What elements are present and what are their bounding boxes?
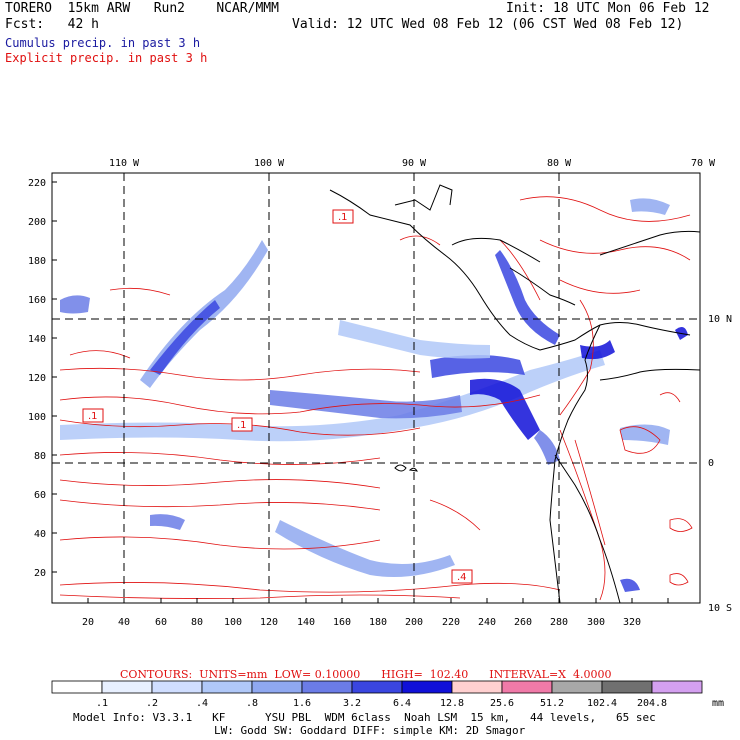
top-lon-labels: 110 W 100 W 90 W 80 W 70 W	[109, 158, 716, 169]
colorbar-swatch	[401, 680, 453, 694]
colorbar-swatch	[351, 680, 403, 694]
x-tick: 180	[369, 617, 387, 628]
contour-label: .1	[338, 212, 348, 223]
cumulus-precip-field	[60, 198, 688, 592]
lon-label: 110 W	[109, 158, 140, 169]
colorbar-swatch	[51, 680, 103, 694]
colorbar-label: 102.4	[587, 698, 617, 709]
bottom-x-axis: 20 40 60 80 100 120 140 160 180 200 220 …	[82, 598, 669, 628]
colorbar-label: 204.8	[637, 698, 667, 709]
colorbar-label: 6.4	[393, 698, 411, 709]
colorbar-label: 12.8	[440, 698, 464, 709]
colorbar-swatch	[251, 680, 303, 694]
colorbar-labels: .1 .2 .4 .8 1.6 3.2 6.4 12.8 25.6 51.2 1…	[96, 698, 724, 709]
valid-time: Valid: 12 UTC Wed 08 Feb 12 (06 CST Wed …	[292, 17, 684, 32]
lon-label: 100 W	[254, 158, 285, 169]
y-tick: 20	[34, 568, 46, 579]
y-tick: 120	[28, 373, 46, 384]
y-tick: 200	[28, 217, 46, 228]
colorbar-label: .4	[196, 698, 208, 709]
contour-label: .1	[237, 420, 247, 431]
y-tick: 140	[28, 334, 46, 345]
coastlines	[329, 184, 700, 603]
y-tick: 160	[28, 295, 46, 306]
colorbar-swatch	[101, 680, 153, 694]
x-tick: 120	[260, 617, 278, 628]
colorbar-swatch	[451, 680, 503, 694]
colorbar-swatch	[551, 680, 603, 694]
colorbar-label: .2	[146, 698, 158, 709]
x-tick: 220	[442, 617, 460, 628]
x-tick: 40	[118, 617, 130, 628]
left-y-axis: 220 200 180 160 140 120 100 80 60 40 20	[28, 178, 57, 579]
colorbar-swatch	[651, 680, 703, 694]
contour-label-boxes	[82, 209, 473, 584]
model-title: TORERO 15km ARW Run2 NCAR/MMM	[5, 1, 279, 16]
contours-low: LOW= 0.10000	[274, 668, 361, 681]
x-tick: 320	[623, 617, 641, 628]
explicit-legend: Explicit precip. in past 3 h	[5, 51, 208, 65]
colorbar-label: .1	[96, 698, 108, 709]
x-tick: 200	[405, 617, 423, 628]
colorbar-unit: mm	[712, 698, 724, 709]
explicit-precip-contours	[59, 196, 693, 601]
colorbar-label: 1.6	[293, 698, 311, 709]
lon-label: 80 W	[547, 158, 572, 169]
lon-label: 70 W	[691, 158, 716, 169]
lat-label: 0	[708, 458, 714, 469]
colorbar	[51, 680, 703, 694]
colorbar-swatch	[301, 680, 353, 694]
cumulus-legend: Cumulus precip. in past 3 h	[5, 36, 201, 50]
x-tick: 60	[155, 617, 167, 628]
x-tick: 280	[550, 617, 568, 628]
x-tick: 100	[224, 617, 242, 628]
contours-prefix: CONTOURS:	[120, 668, 193, 681]
x-tick: 160	[333, 617, 351, 628]
x-tick: 300	[587, 617, 605, 628]
colorbar-swatch	[601, 680, 653, 694]
lon-label: 90 W	[402, 158, 427, 169]
colorbar-label: 3.2	[343, 698, 361, 709]
right-lat-labels: 10 N 0 10 S	[708, 314, 732, 614]
contours-units: UNITS=mm	[199, 668, 268, 681]
y-tick: 80	[34, 451, 46, 462]
colorbar-swatch	[151, 680, 203, 694]
x-tick: 80	[191, 617, 203, 628]
y-tick: 40	[34, 529, 46, 540]
contours-high: HIGH= 102.40	[381, 668, 469, 681]
model-info-line2: LW: Godd SW: Goddard DIFF: simple KM: 2D…	[214, 724, 526, 737]
colorbar-label: 51.2	[540, 698, 564, 709]
lat-lon-grid	[52, 173, 700, 603]
contours-interval: INTERVAL=X 4.0000	[489, 668, 612, 681]
x-tick: 260	[514, 617, 532, 628]
colorbar-swatch	[201, 680, 253, 694]
map-content	[59, 184, 700, 603]
lat-label: 10 S	[708, 603, 732, 614]
lat-label: 10 N	[708, 314, 732, 325]
x-tick: 20	[82, 617, 94, 628]
colorbar-label: 25.6	[490, 698, 514, 709]
model-info-line1: Model Info: V3.3.1 KF YSU PBL WDM 6class…	[73, 711, 656, 724]
y-tick: 100	[28, 412, 46, 423]
contours-info: CONTOURS: UNITS=mm LOW= 0.10000 HIGH= 10…	[120, 668, 611, 681]
contour-label: .4	[457, 572, 467, 583]
y-tick: 180	[28, 256, 46, 267]
init-time: Init: 18 UTC Mon 06 Feb 12	[506, 1, 710, 16]
contour-label: .1	[88, 411, 98, 422]
y-tick: 60	[34, 490, 46, 501]
x-tick: 140	[297, 617, 315, 628]
x-tick: 240	[478, 617, 496, 628]
contour-labels: .1 .1 .1 .4	[88, 212, 467, 583]
forecast-hour: Fcst: 42 h	[5, 17, 99, 32]
map-frame	[51, 172, 701, 604]
y-tick: 220	[28, 178, 46, 189]
colorbar-label: .8	[246, 698, 258, 709]
colorbar-swatch	[501, 680, 553, 694]
